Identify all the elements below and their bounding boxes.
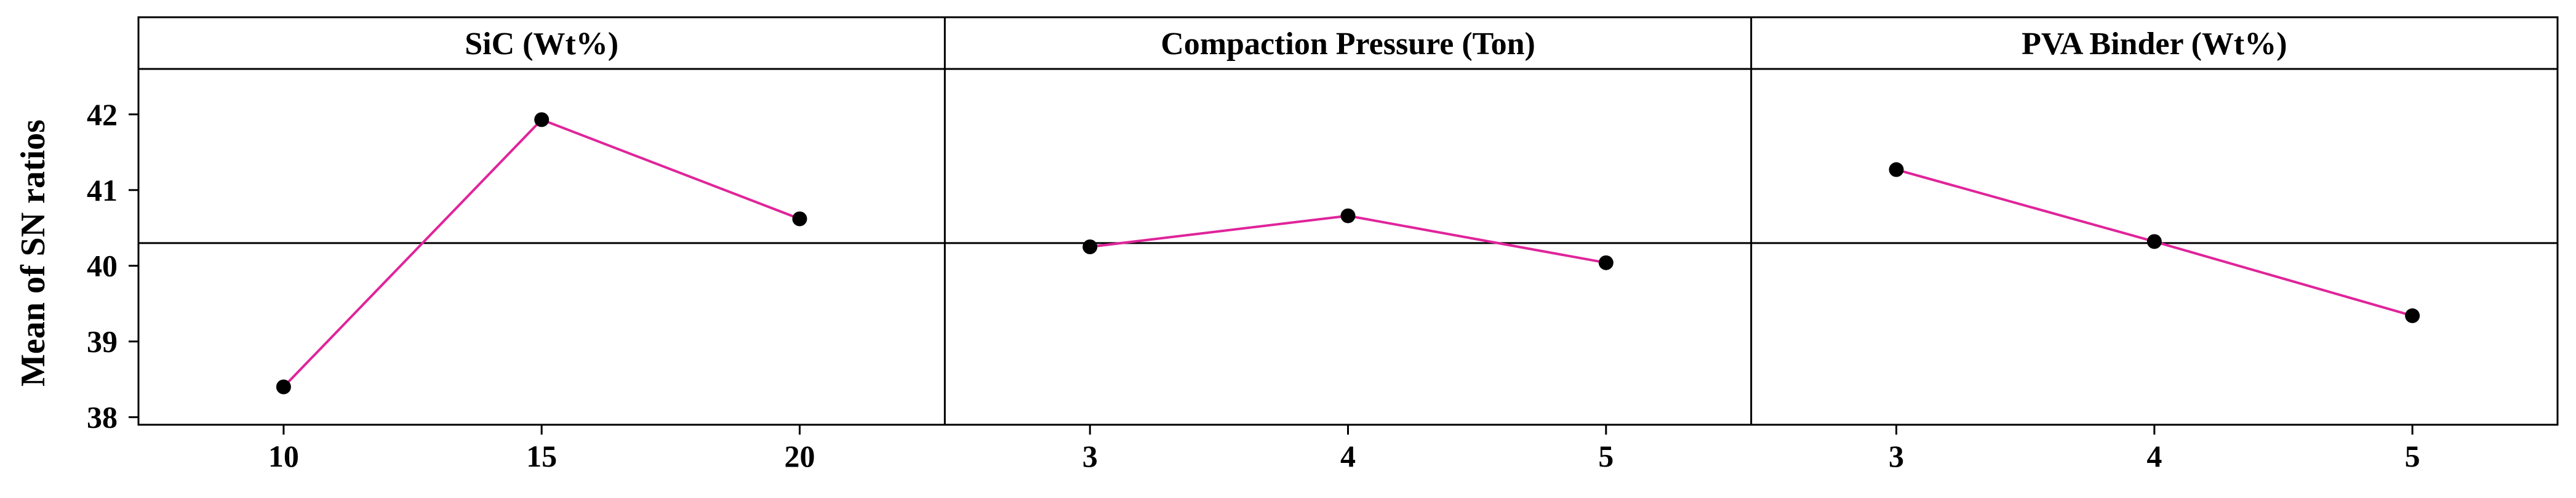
data-point xyxy=(1082,239,1098,254)
data-point xyxy=(2146,234,2162,249)
data-point xyxy=(2405,308,2420,323)
data-point xyxy=(792,211,807,227)
x-tick-label: 15 xyxy=(526,439,557,473)
x-tick-label: 4 xyxy=(1340,439,1356,473)
data-point xyxy=(1598,255,1614,270)
y-tick-label: 40 xyxy=(87,249,118,283)
panel-title: SiC (Wt%) xyxy=(465,26,618,62)
data-point xyxy=(276,379,291,395)
x-tick-label: 5 xyxy=(1598,439,1614,473)
y-axis-label: Mean of SN ratios xyxy=(14,119,52,387)
series-line xyxy=(282,118,801,388)
y-tick-label: 42 xyxy=(87,97,118,132)
panel-title: PVA Binder (Wt%) xyxy=(2022,26,2287,62)
data-point xyxy=(1889,162,1904,177)
x-tick-label: 3 xyxy=(1889,439,1904,473)
y-tick-label: 38 xyxy=(87,400,118,435)
x-tick-label: 20 xyxy=(784,439,815,473)
panel-header-layer: SiC (Wt%) Compaction Pressure (Ton) PVA Bi… xyxy=(465,26,2287,62)
panel-1: 10 15 20 xyxy=(138,112,945,473)
data-point xyxy=(534,112,550,127)
x-tick-label: 5 xyxy=(2405,439,2420,473)
x-tick-label: 3 xyxy=(1082,439,1098,473)
x-tick-label: 4 xyxy=(2146,439,2162,473)
y-axis: Mean of SN ratios 38 39 40 41 42 xyxy=(14,97,138,435)
x-tick-label: 10 xyxy=(268,439,299,473)
panel-title: Compaction Pressure (Ton) xyxy=(1161,26,1535,62)
panel-3: 3 4 5 xyxy=(1751,162,2558,473)
panel-2: 3 4 5 xyxy=(945,208,1751,473)
data-point xyxy=(1340,208,1356,223)
y-tick-label: 39 xyxy=(87,324,118,359)
y-tick-label: 41 xyxy=(87,173,118,207)
panels-layer: 10 15 20 3 4 5 3 4 5 xyxy=(138,112,2558,473)
